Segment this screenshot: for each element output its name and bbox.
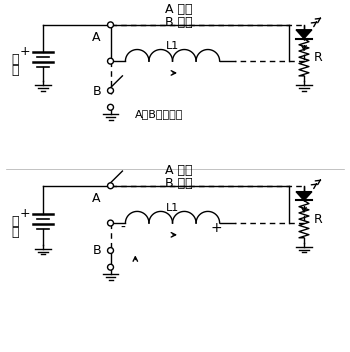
Text: A 导通: A 导通 xyxy=(165,3,192,16)
Circle shape xyxy=(107,88,113,94)
Circle shape xyxy=(107,264,113,270)
Text: R: R xyxy=(314,213,323,226)
Text: 电: 电 xyxy=(12,215,19,228)
Text: B: B xyxy=(92,84,101,98)
Circle shape xyxy=(107,183,113,189)
Text: B 关断: B 关断 xyxy=(165,16,193,29)
Text: A: A xyxy=(92,193,101,206)
Text: B: B xyxy=(92,244,101,257)
Circle shape xyxy=(107,220,113,226)
Circle shape xyxy=(107,58,113,64)
Circle shape xyxy=(107,22,113,28)
Text: +: + xyxy=(20,207,30,220)
Text: B 导通: B 导通 xyxy=(165,177,193,190)
Text: A: A xyxy=(92,31,101,44)
Text: A、B轮流导通: A、B轮流导通 xyxy=(135,109,184,119)
Text: L1: L1 xyxy=(166,42,179,51)
Text: L1: L1 xyxy=(166,203,179,213)
Text: 电: 电 xyxy=(12,53,19,66)
Polygon shape xyxy=(296,30,312,39)
Text: -: - xyxy=(120,221,125,235)
Text: +: + xyxy=(211,221,223,235)
Text: A 关断: A 关断 xyxy=(165,164,192,177)
Text: R: R xyxy=(314,51,323,64)
Text: +: + xyxy=(20,45,30,58)
Circle shape xyxy=(107,104,113,110)
Polygon shape xyxy=(296,191,312,201)
Text: 池: 池 xyxy=(12,64,19,77)
Text: 池: 池 xyxy=(12,226,19,239)
Circle shape xyxy=(107,247,113,253)
